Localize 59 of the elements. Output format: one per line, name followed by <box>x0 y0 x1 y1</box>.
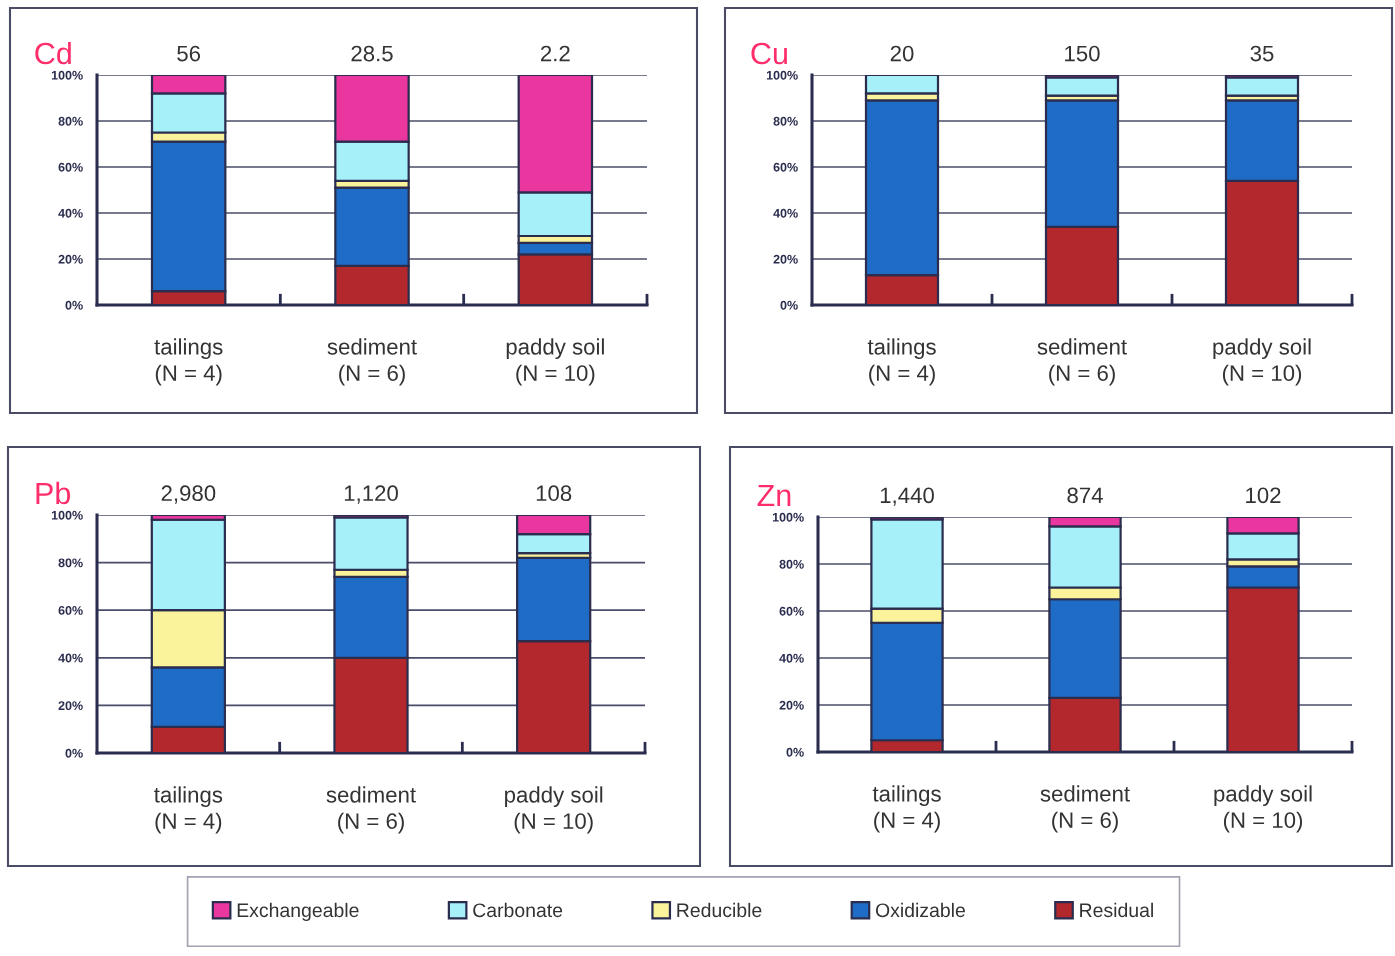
text: 874 <box>1067 487 1103 504</box>
x-tick-label: tailings (N = 4) <box>154 338 223 386</box>
y-tick-label: 20% <box>773 254 798 264</box>
text: 1,120 <box>344 485 398 504</box>
y-tick-label: 60% <box>58 606 83 615</box>
y-tick-label: 20% <box>58 701 83 711</box>
x-tick-label: paddy soil (N = 10) <box>1214 785 1312 833</box>
y-tick-label: 0% <box>786 747 804 757</box>
text: 102 <box>1246 487 1281 504</box>
legend-label: Carbonate <box>473 902 563 918</box>
y-tick-label: 80% <box>58 558 83 568</box>
chart-title: Pb <box>36 481 71 505</box>
bar <box>1224 76 1300 97</box>
y-tick-label: 0% <box>780 300 798 310</box>
y-tick-label: 40% <box>58 208 83 218</box>
y-tick-label: 100% <box>51 70 83 80</box>
y-tick-label: 20% <box>58 254 83 264</box>
y-tick-label: 60% <box>773 162 798 172</box>
text: 108 <box>536 485 572 502</box>
chart-title: Cu <box>751 42 787 65</box>
y-tick-label: 40% <box>773 208 798 218</box>
x-tick-label: sediment (N = 6) <box>326 786 416 834</box>
x-tick-label: sediment (N = 6) <box>327 338 417 386</box>
chart-title: Zn <box>757 484 791 506</box>
y-tick-label: 40% <box>58 653 83 663</box>
text: 28.5 <box>351 45 393 62</box>
bar <box>1044 76 1120 97</box>
legend-label: Oxidizable <box>875 902 965 918</box>
text: 1,440 <box>880 487 934 506</box>
legend-label: Residual <box>1080 902 1153 918</box>
x-tick-label: tailings (N = 4) <box>867 338 936 386</box>
x-tick-label: tailings (N = 4) <box>154 786 223 834</box>
x-tick-label: paddy soil (N = 10) <box>1213 338 1311 386</box>
y-tick-label: 20% <box>779 700 804 710</box>
legend-label: Reducible <box>677 902 762 918</box>
y-tick-label: 40% <box>779 653 804 663</box>
text: 150 <box>1065 45 1100 62</box>
text: 20 <box>890 45 914 62</box>
chart-title: Cd <box>35 41 71 65</box>
y-tick-label: 0% <box>65 300 83 310</box>
x-tick-label: paddy soil (N = 10) <box>505 786 603 834</box>
x-tick-label: tailings (N = 4) <box>872 785 941 833</box>
text: 56 <box>177 45 201 62</box>
y-tick-label: 100% <box>772 512 804 522</box>
y-tick-label: 100% <box>51 510 83 520</box>
y-tick-label: 80% <box>58 116 83 126</box>
y-tick-label: 0% <box>65 748 83 758</box>
y-tick-label: 80% <box>779 559 804 569</box>
legend-label: Exchangeable <box>237 902 359 921</box>
x-tick-label: paddy soil (N = 10) <box>506 338 604 386</box>
text: 2,980 <box>161 485 216 504</box>
y-tick-label: 100% <box>766 70 798 80</box>
y-tick-label: 60% <box>58 162 83 172</box>
x-tick-label: sediment (N = 6) <box>1040 785 1130 833</box>
y-tick-label: 60% <box>779 606 804 616</box>
text: 2.2 <box>541 45 570 62</box>
y-tick-label: 80% <box>773 116 798 126</box>
x-tick-label: sediment (N = 6) <box>1037 338 1127 386</box>
text: 35 <box>1250 45 1274 62</box>
